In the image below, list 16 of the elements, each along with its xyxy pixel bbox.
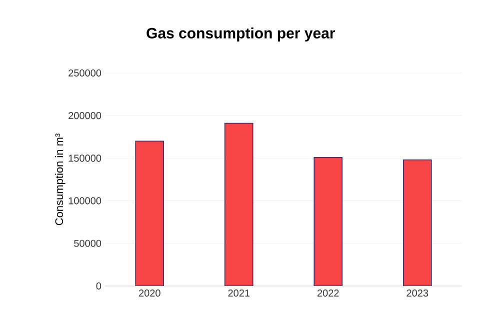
y-tick-label: 150000	[68, 154, 102, 162]
bar	[314, 156, 343, 286]
bar	[135, 140, 164, 286]
x-tick-label: 2023	[406, 290, 428, 297]
x-tick-label: 2020	[139, 290, 160, 297]
y-tick-label: 0	[96, 282, 102, 290]
x-tick-label: 2022	[318, 290, 339, 297]
y-tick-label: 100000	[68, 197, 102, 204]
y-tick-label: 200000	[68, 112, 102, 120]
y-axis-title: Consumption in m³	[54, 134, 66, 226]
y-tick-label: 50000	[74, 240, 102, 247]
chart-title: Gas consumption per year	[146, 27, 336, 42]
bar	[402, 159, 432, 286]
bar	[224, 122, 254, 286]
y-tick-label: 250000	[68, 69, 102, 77]
x-tick-label: 2021	[228, 290, 250, 297]
